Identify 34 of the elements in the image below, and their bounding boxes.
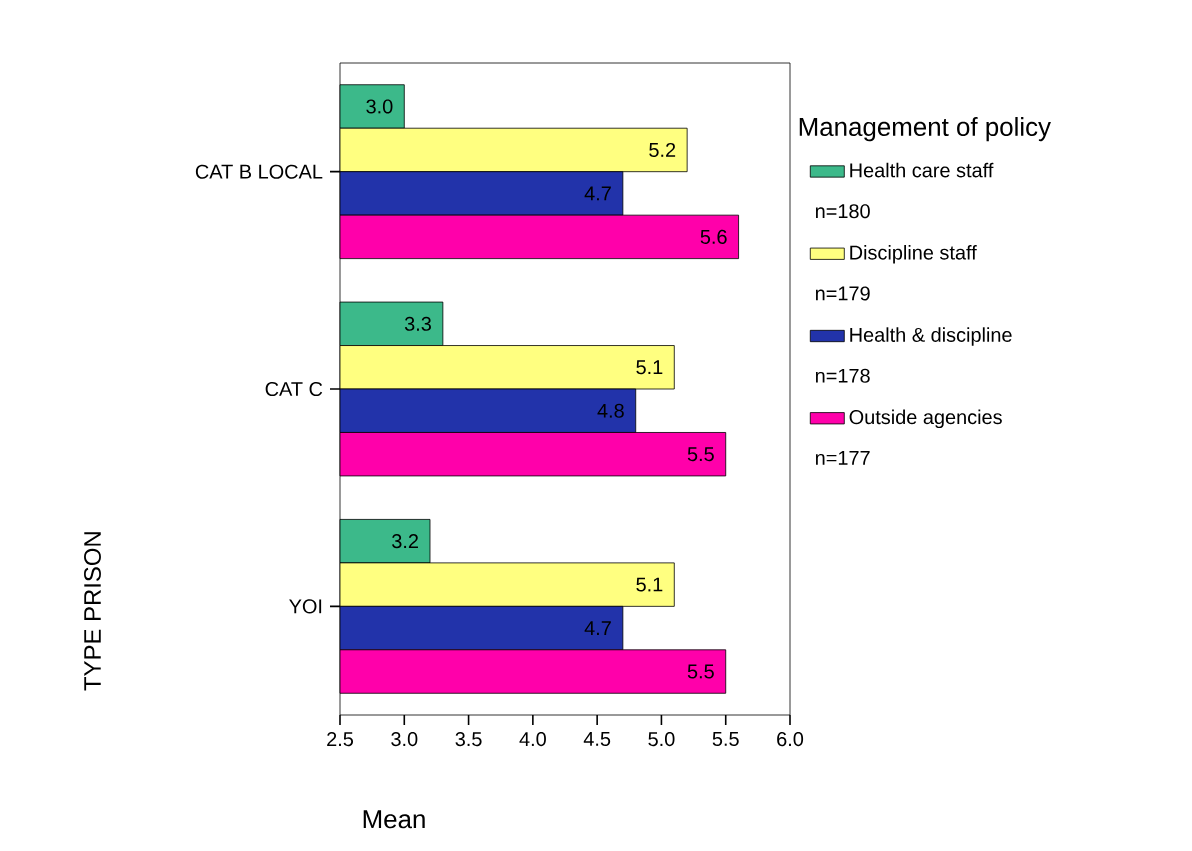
legend-label: Discipline staff (850, 245, 977, 264)
data-label: 4.7 (584, 621, 611, 635)
y-tick-label: CAT B LOCAL (195, 164, 323, 179)
text: n=177 (815, 450, 870, 465)
data-label: 3.3 (404, 316, 431, 331)
data-label: 5.5 (687, 447, 714, 462)
legend-label: Health & discipline (850, 327, 1012, 346)
text: n=178 (815, 368, 870, 383)
text: n=179 (815, 286, 870, 301)
data-label: 3.2 (392, 534, 418, 549)
x-axis-title: Mean (363, 810, 425, 829)
x-tick-label: 3.0 (391, 732, 418, 747)
x-tick-label: 4.5 (583, 732, 611, 746)
data-label: 5.5 (687, 664, 714, 679)
y-axis-title: TYPE PRISON (84, 532, 101, 691)
legend-title: Management of policy (799, 117, 1051, 142)
data-label: 4.8 (597, 403, 624, 418)
text: n=180 (815, 204, 870, 219)
y-tick-label: YOI (289, 599, 322, 614)
data-label: 3.0 (366, 99, 393, 114)
x-tick-label: 5.5 (712, 732, 739, 746)
legend-label: Outside agencies (849, 409, 1002, 429)
data-label: 5.6 (700, 229, 727, 244)
y-tick-label: CAT C (265, 381, 323, 397)
x-tick-label: 2.5 (327, 732, 354, 747)
data-label: 4.7 (584, 186, 611, 201)
x-tick-label: 4.0 (519, 732, 546, 747)
data-label: 5.1 (636, 577, 663, 592)
data-label: 5.1 (636, 360, 663, 375)
x-tick-label: 6.0 (777, 732, 804, 747)
legend-label: Health care staff (850, 162, 994, 178)
data-label: 5.2 (649, 142, 676, 157)
x-tick-label: 3.5 (455, 732, 482, 747)
x-tick-label: 5.0 (648, 732, 675, 747)
